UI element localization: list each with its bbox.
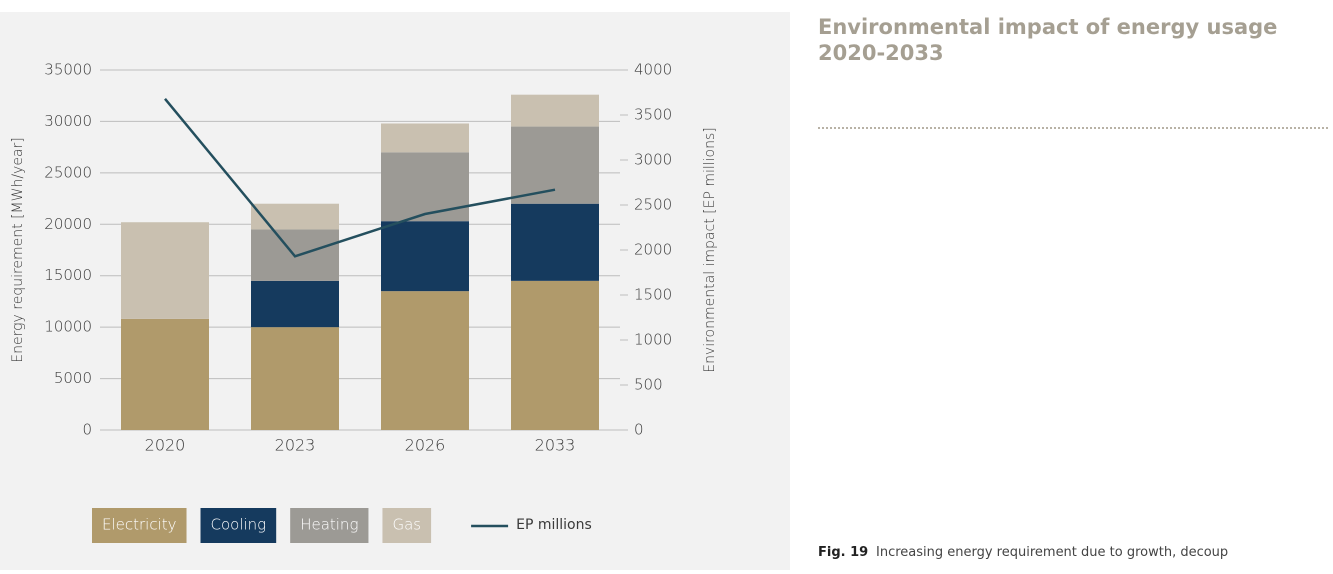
bar-segment — [381, 221, 469, 292]
y-tick-label: 20000 — [44, 215, 92, 233]
bar-segment — [511, 94, 599, 127]
legend-swatch — [290, 508, 369, 543]
bar-segment — [121, 318, 209, 430]
bar-segment — [511, 280, 599, 430]
chart-title: Environmental impact of energy usage 202… — [818, 15, 1278, 65]
x-tick-label: 2033 — [535, 436, 576, 455]
bar-segment — [511, 203, 599, 281]
x-tick-label: 2023 — [275, 436, 316, 455]
x-tick-label: 2026 — [405, 436, 446, 455]
legend-label: Gas — [392, 516, 421, 534]
y2-tick-label: 0 — [634, 421, 644, 439]
y-tick-label: 15000 — [44, 266, 92, 284]
bar-segment — [251, 203, 339, 230]
bar-segment — [121, 222, 209, 319]
y2-tick-label: 500 — [634, 376, 663, 394]
y-tick-label: 25000 — [44, 163, 92, 181]
y-tick-label: 10000 — [44, 318, 92, 336]
y2-tick-label: 4000 — [634, 61, 672, 79]
y2-tick-label: 1500 — [634, 286, 672, 304]
bar-segment — [251, 327, 339, 430]
legend-label: Cooling — [211, 516, 267, 534]
caption: Fig. 19 Increasing energy requirement due… — [818, 545, 1228, 560]
bar-segment — [251, 280, 339, 328]
bar-segment — [511, 126, 599, 204]
y-axis-title: Energy requirement [MWh/year] — [10, 137, 26, 362]
bar-segment — [381, 291, 469, 430]
legend-swatch — [382, 508, 432, 543]
y2-tick-label: 2500 — [634, 196, 672, 214]
y-tick-label: 0 — [82, 421, 92, 439]
legend-swatch — [92, 508, 187, 543]
legend-label: Electricity — [102, 516, 177, 534]
legend-label: Heating — [300, 516, 358, 534]
chart-panel: 0 5000 10000 15000 20000 25000 30000 35000 0 500 1… — [0, 12, 790, 570]
y2-tick-label: 1000 — [634, 331, 672, 349]
bar-segment — [381, 152, 469, 222]
chart: 0 5000 10000 15000 20000 25000 30000 35000 0 500 1… — [10, 61, 718, 543]
bar-segment — [381, 123, 469, 153]
divider — [818, 127, 1328, 129]
line-series — [164, 98, 556, 258]
y-tick-label: 5000 — [54, 369, 92, 387]
y2-axis-title: Environmental impact [EP millions] — [702, 127, 718, 373]
legend-swatch — [200, 508, 277, 543]
caption-text: Increasing energy requirement due to gro… — [876, 545, 1229, 560]
y2-tick-label: 3000 — [634, 151, 672, 169]
y2-tick-label: 3500 — [634, 106, 672, 124]
y-tick-label: 30000 — [44, 112, 92, 130]
caption-label: Fig. 19 — [818, 545, 869, 560]
y2-tick-label: 2000 — [634, 241, 672, 259]
legend-label: EP millions — [516, 517, 592, 533]
x-tick-label: 2020 — [145, 436, 186, 455]
y-tick-label: 35000 — [44, 61, 92, 79]
